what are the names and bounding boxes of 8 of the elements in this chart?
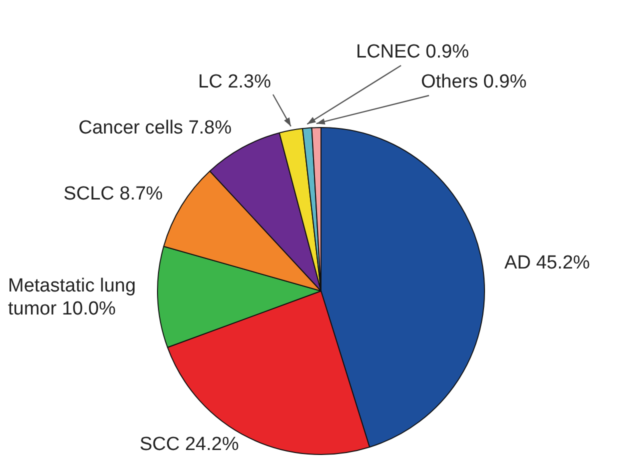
slice-label: Metastatic lung tumor 10.0% [8, 276, 136, 320]
slice-label: AD 45.2% [504, 252, 590, 274]
slice-label: Cancer cells 7.8% [78, 118, 232, 139]
slice-label: Others 0.9% [421, 72, 527, 93]
slice-label: LC 2.3% [198, 72, 272, 93]
slice-label: SCC 24.2% [140, 434, 239, 456]
slice-label: LCNEC 0.9% [356, 42, 470, 63]
slice-label: SCLC 8.7% [64, 183, 163, 204]
